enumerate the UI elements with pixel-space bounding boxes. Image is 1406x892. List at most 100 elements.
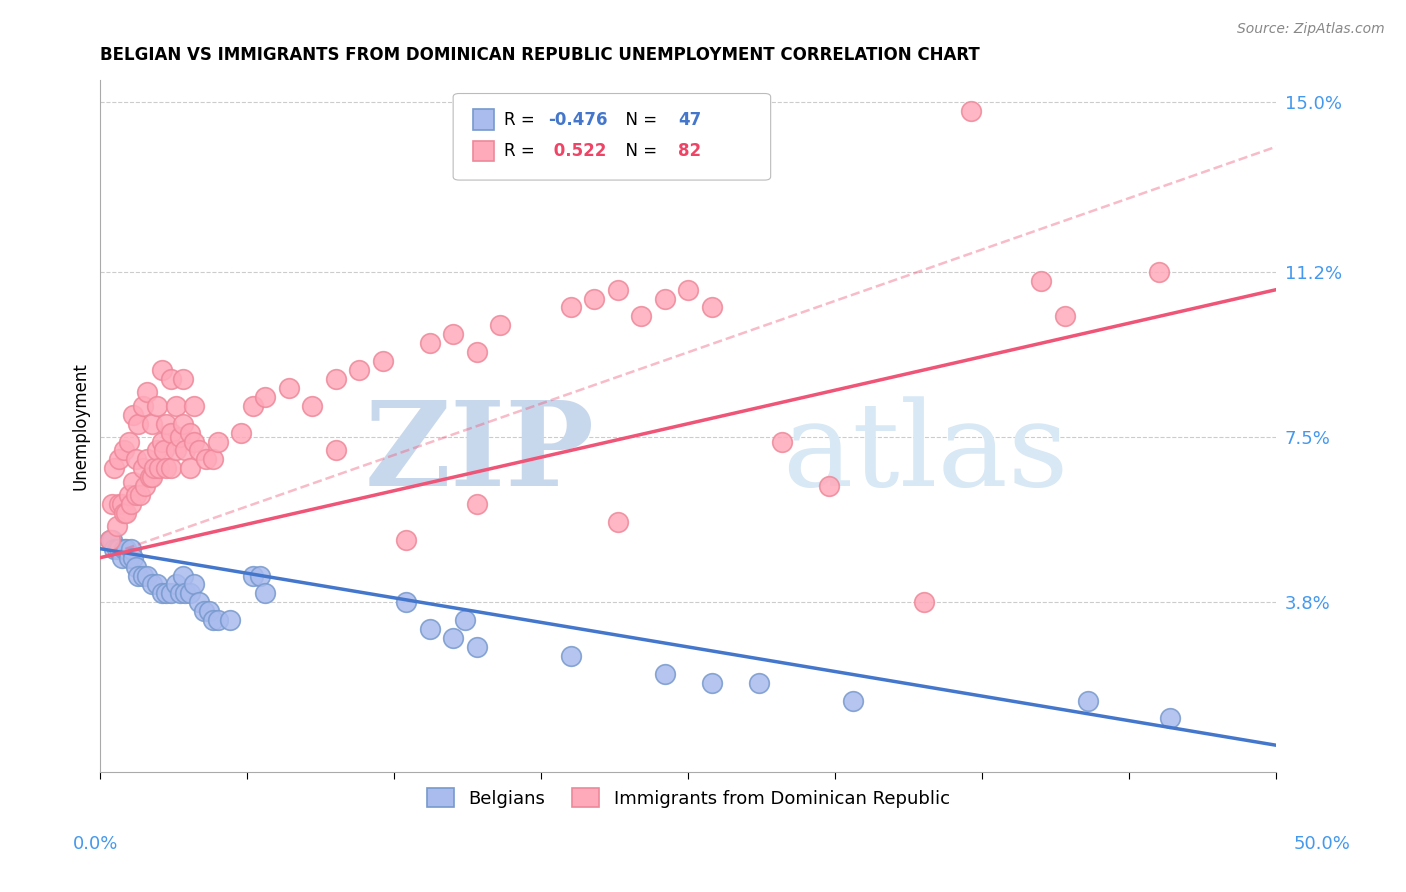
Text: N =: N =	[616, 111, 662, 128]
Point	[188, 443, 211, 458]
Point	[155, 461, 177, 475]
Point	[195, 452, 218, 467]
Point	[959, 103, 981, 118]
Point	[112, 443, 135, 458]
Point	[1147, 265, 1170, 279]
FancyBboxPatch shape	[474, 141, 495, 161]
Point	[122, 408, 145, 422]
Point	[98, 533, 121, 547]
Point	[301, 399, 323, 413]
Text: R =: R =	[503, 142, 540, 160]
Point	[253, 586, 276, 600]
Point	[136, 568, 159, 582]
Point	[160, 372, 183, 386]
Point	[146, 399, 169, 413]
Point	[122, 475, 145, 489]
Point	[748, 675, 770, 690]
Point	[101, 533, 124, 547]
Point	[101, 497, 124, 511]
Point	[183, 399, 205, 413]
Point	[146, 577, 169, 591]
Point	[172, 417, 194, 431]
Point	[108, 541, 131, 556]
Point	[110, 550, 132, 565]
Point	[700, 301, 723, 315]
Point	[231, 425, 253, 440]
Point	[630, 310, 652, 324]
Point	[347, 363, 370, 377]
Point	[165, 443, 187, 458]
Point	[174, 586, 197, 600]
Point	[172, 372, 194, 386]
Point	[560, 301, 582, 315]
Point	[139, 470, 162, 484]
Point	[105, 519, 128, 533]
Point	[770, 434, 793, 449]
Point	[165, 399, 187, 413]
Point	[193, 604, 215, 618]
Point	[395, 595, 418, 609]
Point	[136, 385, 159, 400]
Text: Source: ZipAtlas.com: Source: ZipAtlas.com	[1237, 22, 1385, 37]
Point	[454, 613, 477, 627]
Point	[174, 443, 197, 458]
FancyBboxPatch shape	[474, 110, 495, 130]
Point	[202, 452, 225, 467]
Point	[583, 292, 606, 306]
Point	[197, 604, 219, 618]
Point	[654, 292, 676, 306]
Point	[1159, 711, 1181, 725]
Point	[441, 327, 464, 342]
Point	[183, 577, 205, 591]
Text: ZIP: ZIP	[364, 396, 595, 511]
Text: R =: R =	[503, 111, 540, 128]
Point	[842, 693, 865, 707]
Text: -0.476: -0.476	[548, 111, 607, 128]
Text: BELGIAN VS IMMIGRANTS FROM DOMINICAN REPUBLIC UNEMPLOYMENT CORRELATION CHART: BELGIAN VS IMMIGRANTS FROM DOMINICAN REP…	[100, 46, 980, 64]
Point	[419, 336, 441, 351]
Point	[419, 622, 441, 636]
Point	[117, 488, 139, 502]
Point	[207, 434, 229, 449]
Point	[127, 417, 149, 431]
Point	[136, 452, 159, 467]
Point	[218, 613, 240, 627]
Point	[169, 586, 191, 600]
Point	[465, 640, 488, 654]
Point	[105, 541, 128, 556]
Point	[169, 430, 191, 444]
Y-axis label: Unemployment: Unemployment	[72, 362, 89, 490]
Point	[150, 586, 173, 600]
Text: 82: 82	[678, 142, 700, 160]
Point	[606, 515, 628, 529]
Point	[325, 443, 347, 458]
Point	[103, 541, 125, 556]
Point	[127, 568, 149, 582]
Point	[441, 631, 464, 645]
Text: N =: N =	[616, 142, 662, 160]
Point	[560, 648, 582, 663]
Point	[1077, 693, 1099, 707]
Point	[160, 461, 183, 475]
Point	[122, 550, 145, 565]
Point	[117, 434, 139, 449]
Point	[112, 541, 135, 556]
Point	[124, 559, 146, 574]
Point	[112, 506, 135, 520]
Point	[108, 497, 131, 511]
Legend: Belgians, Immigrants from Dominican Republic: Belgians, Immigrants from Dominican Repu…	[419, 781, 957, 815]
Point	[146, 443, 169, 458]
Point	[108, 452, 131, 467]
Point	[131, 399, 153, 413]
Point	[150, 434, 173, 449]
Point	[160, 425, 183, 440]
Point	[465, 345, 488, 359]
Text: 47: 47	[678, 111, 702, 128]
Point	[249, 568, 271, 582]
Point	[606, 283, 628, 297]
Point	[124, 488, 146, 502]
Text: 0.0%: 0.0%	[73, 835, 118, 853]
Point	[129, 488, 152, 502]
Point	[141, 577, 163, 591]
Point	[141, 470, 163, 484]
